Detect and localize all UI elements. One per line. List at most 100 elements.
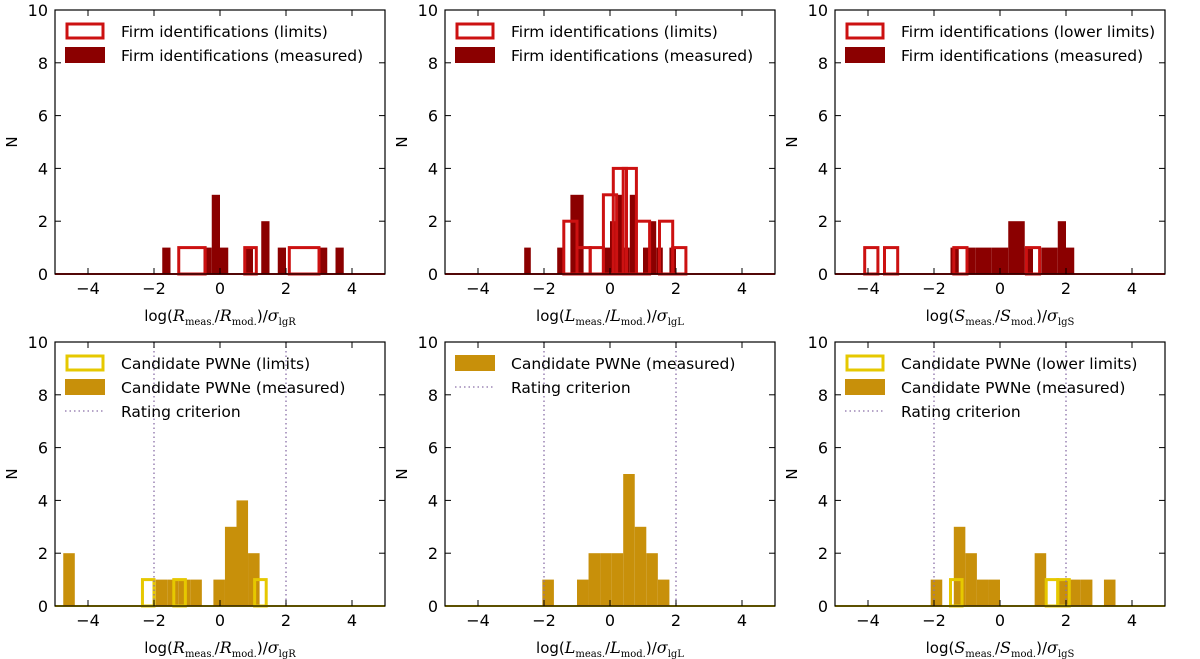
x-tick-label: 4	[737, 611, 747, 630]
xlabel-numerator: L	[564, 306, 576, 325]
legend-swatch-measured	[845, 47, 885, 63]
legend-swatch-measured	[845, 379, 885, 395]
y-tick-label: 10	[28, 333, 48, 352]
measured-bar	[319, 247, 328, 274]
xlabel-log: log(	[144, 307, 173, 325]
measured-bar	[965, 553, 977, 606]
xlabel-sigma-sub: lgS	[1058, 317, 1075, 328]
measured-bar	[976, 579, 989, 606]
measured-bar	[224, 526, 237, 606]
legend-label: Candidate PWNe (measured)	[121, 379, 345, 397]
measured-bar	[244, 247, 253, 274]
legend-label: Candidate PWNe (lower limits)	[901, 355, 1137, 373]
y-tick-label: 0	[818, 265, 828, 284]
x-tick-label: 2	[281, 279, 291, 298]
legend-label: Firm identifications (measured)	[511, 47, 753, 65]
legend-swatch-limits	[845, 354, 885, 372]
y-tick-label: 6	[38, 439, 48, 458]
measured-bar	[1049, 247, 1058, 274]
legend-swatch-measured	[455, 47, 495, 63]
x-tick-label: 0	[215, 611, 225, 630]
x-tick-label: 4	[1127, 611, 1137, 630]
x-tick-label: −4	[466, 611, 490, 630]
legend-label: Firm identifications (lower limits)	[901, 23, 1155, 41]
x-tick-label: 4	[737, 279, 747, 298]
y-tick-label: 2	[428, 544, 438, 563]
xlabel-close: )/	[646, 307, 658, 325]
y-tick-label: 8	[38, 54, 48, 73]
measured-bar	[190, 579, 202, 606]
y-tick-label: 10	[418, 1, 438, 20]
measured-bar	[1041, 247, 1050, 274]
measured-bar	[1024, 247, 1033, 274]
measured-bar	[611, 553, 624, 606]
xlabel-slash: /	[995, 307, 1001, 325]
measured-bar	[335, 247, 344, 274]
measured-bar	[643, 247, 650, 274]
xlabel-slash: /	[995, 639, 1001, 657]
x-tick-label: 2	[1061, 279, 1071, 298]
legend-swatch-limits	[65, 22, 105, 40]
xlabel-close: )/	[646, 639, 658, 657]
xlabel-slash: /	[605, 307, 611, 325]
x-tick-label: −2	[922, 279, 946, 298]
xlabel-slash: /	[605, 639, 611, 657]
y-tick-label: 8	[38, 386, 48, 405]
measured-bar	[1080, 579, 1093, 606]
xlabel-denominator-sub: mod.	[232, 649, 257, 659]
x-tick-label: 4	[1127, 279, 1137, 298]
y-tick-label: 4	[818, 159, 828, 178]
xlabel-sigma-sub: lgR	[279, 317, 297, 328]
measured-bar	[616, 194, 624, 274]
measured-bar	[557, 247, 564, 274]
y-tick-label: 6	[818, 439, 828, 458]
xlabel-numerator-sub: meas.	[185, 317, 215, 328]
legend-label: Firm identifications (limits)	[511, 23, 718, 41]
x-tick-label: 0	[215, 279, 225, 298]
measured-bar	[1066, 247, 1075, 274]
legend-label: Firm identifications (measured)	[901, 47, 1143, 65]
measured-bar	[991, 247, 1000, 274]
measured-bar	[220, 247, 229, 274]
measured-bar	[975, 247, 984, 274]
legend-label: Candidate PWNe (limits)	[121, 355, 310, 373]
y-tick-label: 8	[428, 54, 438, 73]
xlabel-denominator-sub: mod.	[621, 317, 646, 328]
panel-candidate-radius: −4 −2 0 2 40246810Nlog(Rmeas./Rmod.)/σlgRCan…	[3, 333, 386, 659]
y-tick-label: 4	[428, 159, 438, 178]
y-tick-label: 2	[38, 212, 48, 231]
y-tick-label: 2	[818, 212, 828, 231]
panel-candidate-flux: −4 −2 0 2 40246810Nlog(Smeas./Smod.)/σlgSCan…	[783, 333, 1166, 659]
measured-bar	[63, 553, 75, 606]
measured-bar	[577, 579, 589, 606]
legend-swatch-limits	[455, 22, 495, 40]
measured-bar	[649, 221, 657, 274]
measured-bar	[203, 247, 212, 274]
x-tick-label: 2	[671, 611, 681, 630]
x-axis-label: log(Lmeas./Lmod.)/σlgL	[536, 306, 684, 328]
xlabel-denominator-sub: mod.	[621, 649, 646, 659]
x-tick-label: 0	[605, 611, 615, 630]
y-tick-label: 6	[428, 107, 438, 126]
xlabel-denominator: R	[219, 638, 232, 657]
measured-bar	[634, 526, 647, 606]
y-axis-label: N	[783, 468, 801, 479]
xlabel-denominator: R	[219, 306, 232, 325]
x-tick-label: 4	[347, 611, 357, 630]
x-tick-label: −2	[142, 611, 166, 630]
xlabel-slash: /	[215, 307, 221, 325]
xlabel-sigma-sub: lgS	[1058, 649, 1075, 659]
xlabel-sigma: σ	[1047, 306, 1059, 325]
y-tick-label: 0	[428, 597, 438, 616]
xlabel-denominator-sub: mod.	[1011, 317, 1036, 328]
x-tick-label: −4	[856, 611, 880, 630]
measured-bar	[953, 526, 966, 606]
y-tick-label: 4	[38, 159, 48, 178]
measured-bar	[930, 579, 943, 606]
y-tick-label: 10	[28, 1, 48, 20]
xlabel-numerator-sub: meas.	[575, 317, 605, 328]
x-tick-label: −4	[76, 279, 100, 298]
y-tick-label: 8	[818, 386, 828, 405]
panel-candidate-luminosity: −4 −2 0 2 40246810Nlog(Lmeas./Lmod.)/σlgLCan…	[393, 333, 776, 659]
measured-bar	[277, 247, 286, 274]
